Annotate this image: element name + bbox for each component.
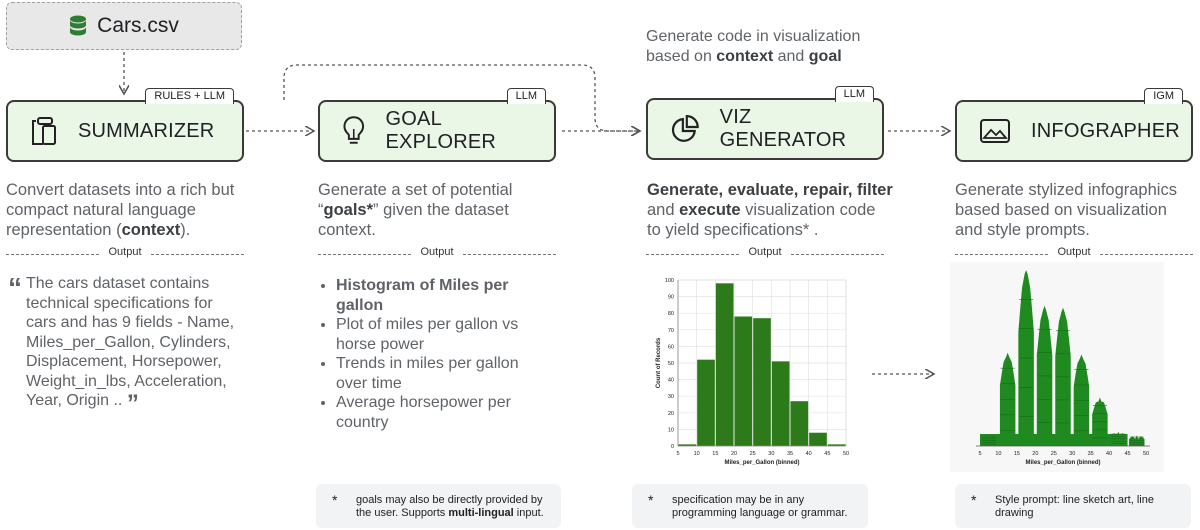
x-tick-label: 40 [806,451,812,457]
stage-tag: IGM [1144,88,1183,104]
x-tick-label: 20 [1032,451,1038,457]
asterisk-icon: * [332,492,338,508]
viz-footnote: * specification may be in any programmin… [632,484,868,528]
x-tick-label: 5 [978,451,981,457]
goal-footnote: * goals may also be directly provided by… [316,484,561,528]
stage-title: SUMMARIZER [78,119,215,142]
viz-description: Generate, evaluate, repair, filter and e… [647,181,893,239]
stage-title: VIZ GENERATOR [719,106,847,151]
x-tick-label: 50 [1143,451,1149,457]
viz-header-note: Generate code in visualization based on … [646,27,860,67]
y-tick-label: 60 [668,344,674,350]
histogram-bar [678,444,697,446]
histogram-bar [753,318,771,446]
infographic-base [980,434,1128,446]
x-tick-label: 40 [1106,451,1112,457]
y-tick-label: 70 [668,328,674,334]
stage-tag: LLM [834,86,874,102]
y-tick-label: 10 [668,427,674,433]
x-tick-label: 25 [1051,451,1057,457]
summary-output: The cars dataset contains technical spec… [26,275,235,417]
x-tick-label: 25 [750,451,756,457]
context-bypass-arrow [283,64,640,131]
open-quote-icon: “ [8,272,22,303]
stage-viz-generator[interactable]: LLM VIZ GENERATOR [646,86,884,160]
histogram-bar [827,444,846,446]
source-dataset: Cars.csv [6,2,242,50]
info-description: Generate stylized infographics based bas… [955,181,1177,239]
stage-infographer[interactable]: IGM INFOGRAPHER [955,88,1193,162]
stage-tag: RULES + LLM [145,88,234,104]
x-tick-label: 45 [824,451,830,457]
output-divider: Output [6,242,244,258]
pie-chart-icon [671,115,699,142]
stage-title: GOAL EXPLORER [385,108,497,153]
histogram-bar [734,316,753,446]
source-filename: Cars.csv [97,14,179,37]
x-tick-label: 15 [712,451,718,457]
y-tick-label: 100 [665,278,674,284]
x-tick-label: 10 [694,451,700,457]
infographic-chart: 5 10 15 20 25 30 35 40 45 50 Miles_per_Gallon (bin… [950,262,1164,472]
output-divider: Output [646,242,884,258]
output-divider: Output [955,242,1193,258]
y-tick-label: 0 [671,444,674,450]
clipboard-icon [32,117,56,145]
y-tick-label: 90 [668,295,674,301]
output-divider: Output [318,242,556,258]
viz-header-line2: based on context and goal [646,48,842,65]
y-tick-label: 50 [668,361,674,367]
x-tick-label: 5 [676,451,679,457]
x-tick-label: 15 [1014,451,1020,457]
info-footnote: * Style prompt: line sketch art, line dr… [955,484,1191,528]
image-icon [980,119,1010,143]
y-tick-label: 30 [668,394,674,400]
viz-header-line1: Generate code in visualization [646,28,861,45]
asterisk-icon: * [648,492,654,508]
stage-title: INFOGRAPHER [1031,119,1180,142]
y-axis-title: Count of Records [656,337,662,388]
stage-goal-explorer[interactable]: LLM GOAL EXPLORER [318,88,556,162]
histogram-bar [715,283,734,446]
database-icon [70,15,87,36]
stage-summarizer[interactable]: RULES + LLM SUMMARIZER [6,88,244,162]
goal-description: Generate a set of potential “goals*” giv… [318,181,513,239]
y-tick-label: 80 [668,311,674,317]
x-tick-label: 45 [1124,451,1130,457]
asterisk-icon: * [971,492,977,508]
x-tick-label: 10 [995,451,1001,457]
y-tick-label: 40 [668,378,674,384]
x-tick-label: 35 [787,451,793,457]
histogram-bar [809,432,827,446]
histogram-bar [771,361,790,446]
lightbulb-icon [343,116,365,144]
x-tick-label: 30 [1069,451,1075,457]
x-tick-label: 20 [731,451,737,457]
y-tick-label: 20 [668,411,674,417]
summarizer-description: Convert datasets into a rich but compact… [6,181,235,239]
x-tick-label: 30 [768,451,774,457]
stage-tag: LLM [506,88,546,104]
histogram-chart: 0 10 20 30 40 50 60 70 80 90 100 5 10 15 20 25 30 35 40 45 5… [656,278,849,466]
histogram-bar [790,401,809,446]
histogram-bar [697,359,715,446]
x-tick-label: 35 [1088,451,1094,457]
x-axis-title: Miles_per_Gallon (binned) [724,460,799,466]
x-axis-title: Miles_per_Gallon (binned) [1025,460,1100,466]
close-quote-icon: ” [126,390,139,417]
x-tick-label: 50 [843,451,849,457]
